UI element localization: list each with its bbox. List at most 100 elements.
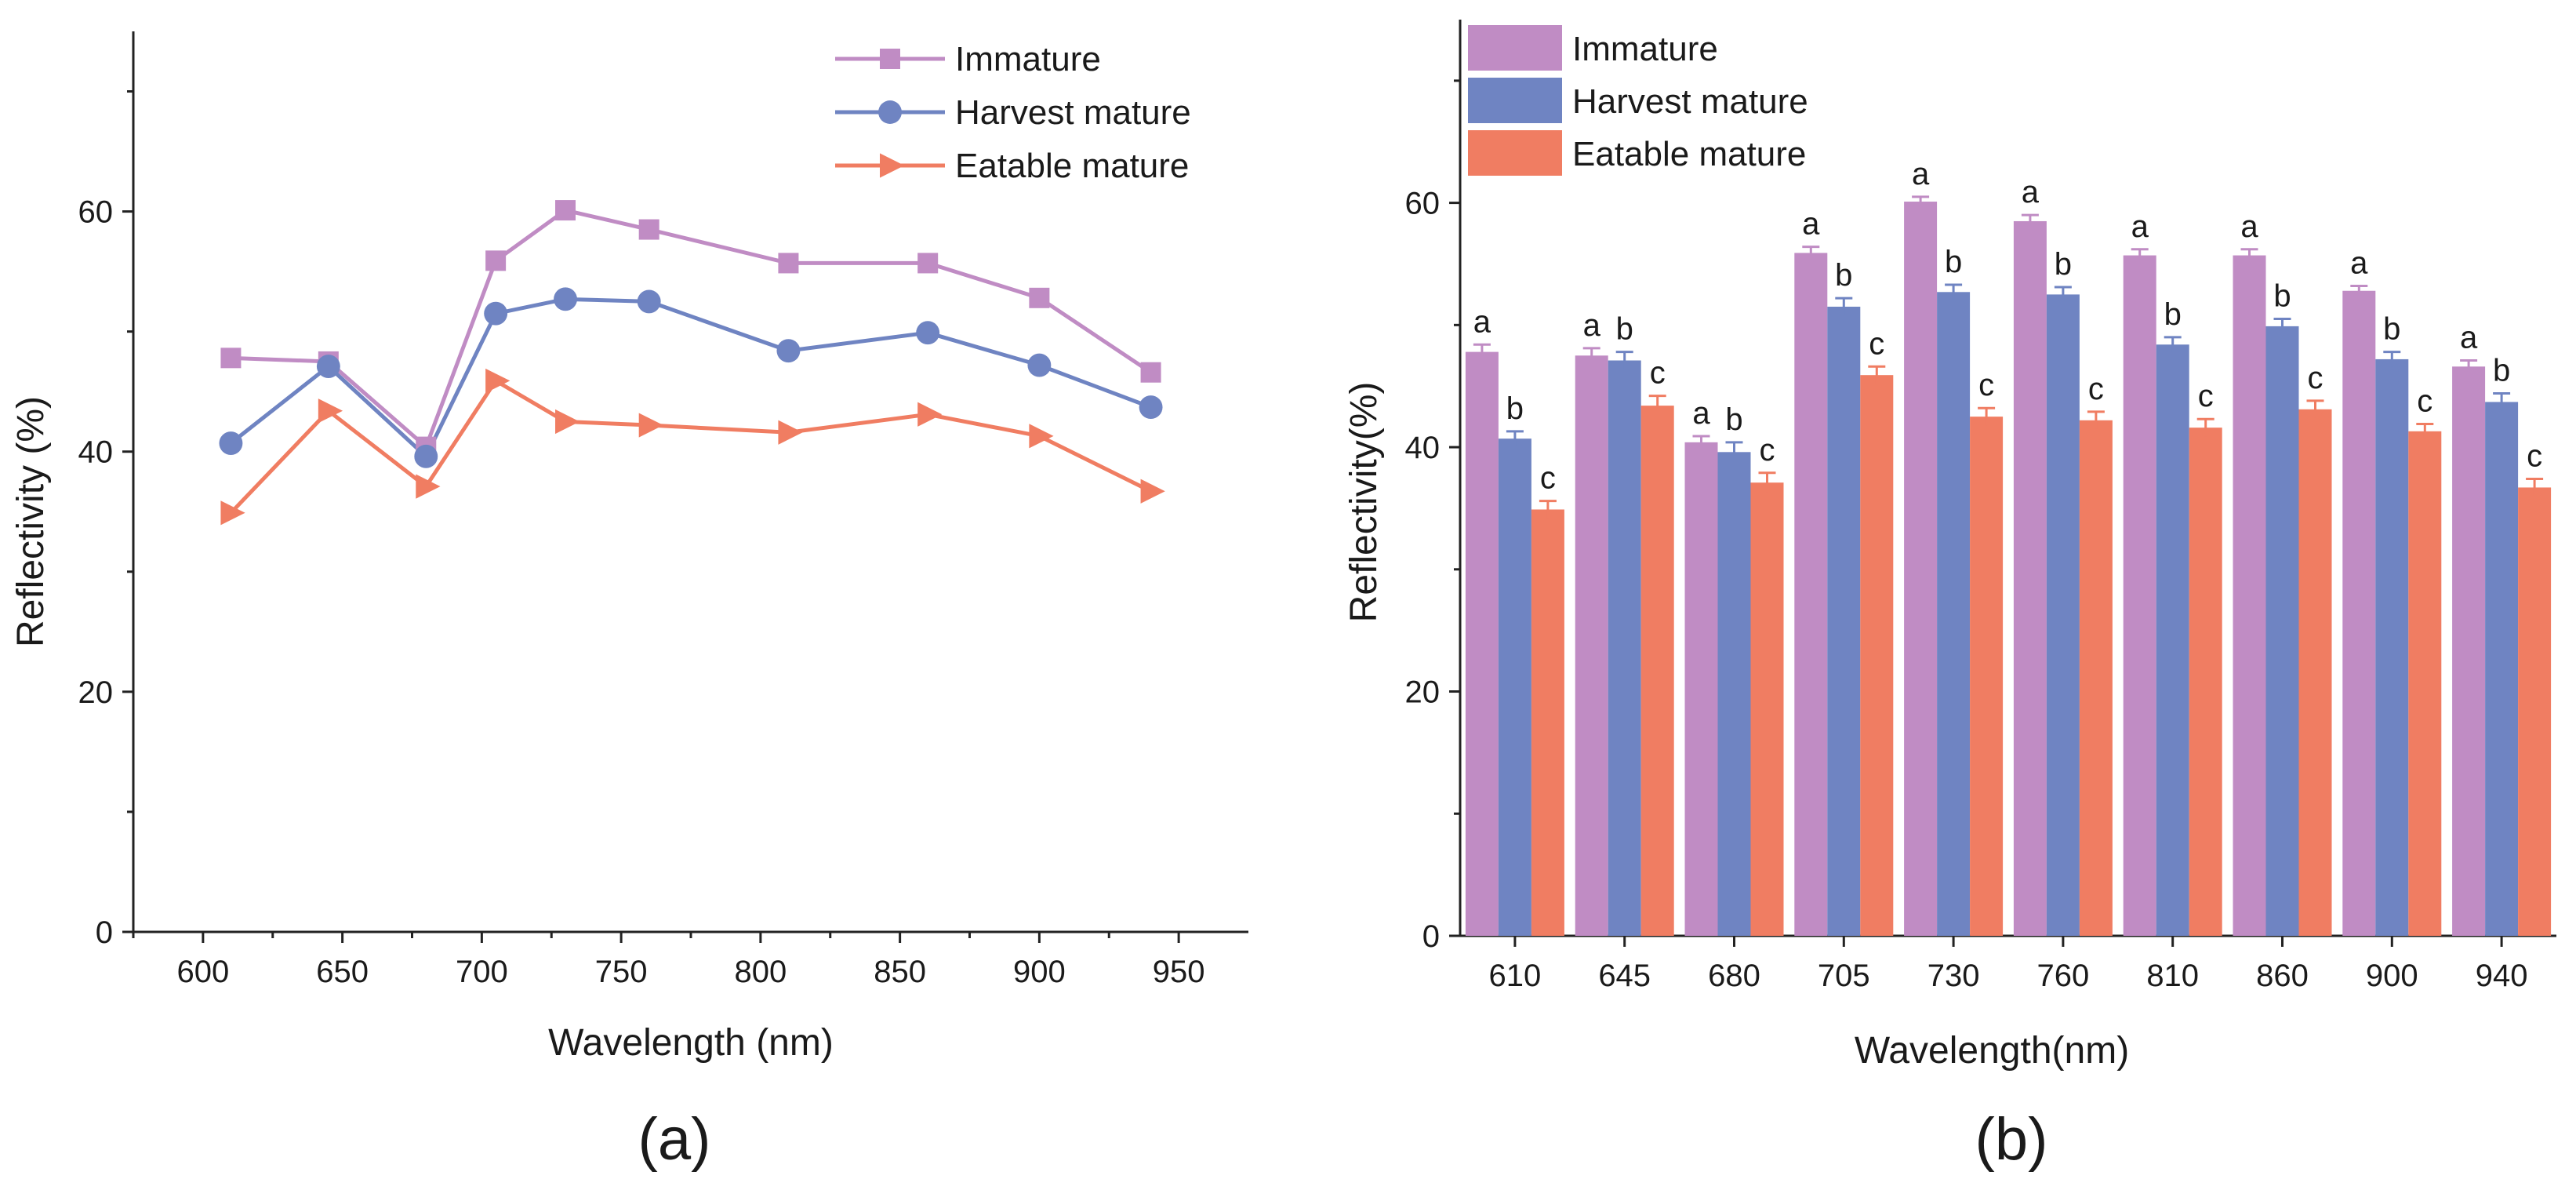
x-tick-label: 750 [595,955,648,989]
x-tick-label: 600 [177,955,230,989]
significance-label: b [1835,258,1852,293]
chart-a-x-ticks: 600 650 700 750 800 850 900 950 [132,932,1205,989]
bar [2452,366,2486,936]
chart-b-legend: Immature Harvest mature Eatable mature [1468,25,1808,176]
legend-swatch [1468,25,1562,71]
legend-label: Eatable mature [955,147,1189,185]
data-point [414,444,438,468]
significance-label: c [2198,379,2214,413]
bar [1794,253,1828,936]
series-line [229,378,1152,515]
chart-b-y-axis-title: Reflectivity(%) [1343,382,1385,623]
bar [2408,431,2442,936]
x-tick-label: 760 [2037,959,2090,993]
bar [1717,452,1751,936]
x-tick-label: 730 [1927,959,1980,993]
bar [2265,326,2299,937]
y-tick-label: 60 [1405,187,1441,221]
data-point [219,431,243,455]
legend-label: Harvest mature [1572,82,1808,121]
bar [2046,294,2080,936]
significance-label: b [2383,312,2400,347]
legend-swatch [1468,78,1562,123]
data-point [318,398,343,424]
y-tick-label: 60 [78,195,114,230]
bar [1937,292,1971,936]
chart-a-panel-label: (a) [638,1106,711,1173]
significance-label: c [2308,361,2323,395]
significance-label: a [2022,175,2040,209]
x-tick-label: 680 [1708,959,1760,993]
bar [1684,442,1718,936]
significance-label: b [2273,279,2291,314]
significance-label: c [2417,384,2432,418]
data-point [638,413,663,438]
bar [1531,509,1564,936]
chart-a-x-axis-title: Wavelength (nm) [548,1022,834,1064]
bar [1498,438,1531,936]
data-point [316,355,340,379]
significance-label: a [1583,308,1601,343]
line-chart-panel-a: 600 650 700 750 800 850 900 950 0 20 40 60 Immatur… [10,31,1248,1173]
legend-marker [880,49,900,69]
significance-label: a [2131,209,2149,244]
x-tick-label: 940 [2476,959,2528,993]
legend-marker [880,153,905,178]
bar [1827,306,1861,936]
bar [2123,255,2156,937]
significance-label: c [2088,372,2104,406]
significance-label: a [1692,396,1710,431]
legend-label: Harvest mature [955,93,1191,132]
legend-marker [878,100,902,124]
x-tick-label: 850 [874,955,926,989]
significance-label: a [1473,304,1491,339]
x-tick-label: 645 [1598,959,1651,993]
chart-b-y-ticks: 0 20 40 60 [1405,79,1460,954]
data-point [554,287,577,311]
bar [1640,406,1674,936]
data-point [1029,287,1050,308]
bar [1970,417,2004,936]
significance-label: b [1506,391,1524,426]
significance-label: a [2350,246,2368,280]
significance-label: c [1978,368,1994,402]
legend-swatch [1468,130,1562,176]
bar [2233,255,2266,937]
legend-label: Immature [955,40,1101,78]
significance-label: c [1650,356,1666,391]
bar [2342,290,2376,936]
significance-label: c [1540,461,1556,496]
significance-label: b [1616,312,1633,347]
significance-label: c [2527,439,2542,474]
data-point [916,321,940,345]
bar [1750,482,1784,936]
x-tick-label: 700 [456,955,508,989]
series-line [231,208,1152,450]
data-point [917,253,939,274]
data-point [1027,353,1052,377]
chart-b-x-ticks: 610 645 680 705 730 760 810 860 900 940 [1489,936,2528,993]
chart-a-y-axis-title: Reflectivity (%) [10,396,52,647]
data-point [1140,479,1165,504]
data-point [776,339,801,363]
significance-label: b [2493,354,2510,388]
significance-label: b [1945,245,1962,279]
bar [1860,375,1894,937]
data-point [555,200,576,221]
bar [1904,202,1938,936]
x-tick-label: 705 [1818,959,1870,993]
bar [2079,420,2113,936]
x-tick-label: 650 [316,955,369,989]
series-line [229,297,1152,460]
bar [2518,487,2552,936]
significance-label: a [1802,207,1820,242]
bar [2485,402,2519,936]
bar [2156,344,2189,936]
significance-label: b [2055,247,2072,282]
chart-b-panel-label: (b) [1975,1106,2048,1173]
data-point [220,500,245,526]
chart-b-x-axis-title: Wavelength(nm) [1855,1030,2129,1072]
y-tick-label: 40 [1405,431,1441,465]
